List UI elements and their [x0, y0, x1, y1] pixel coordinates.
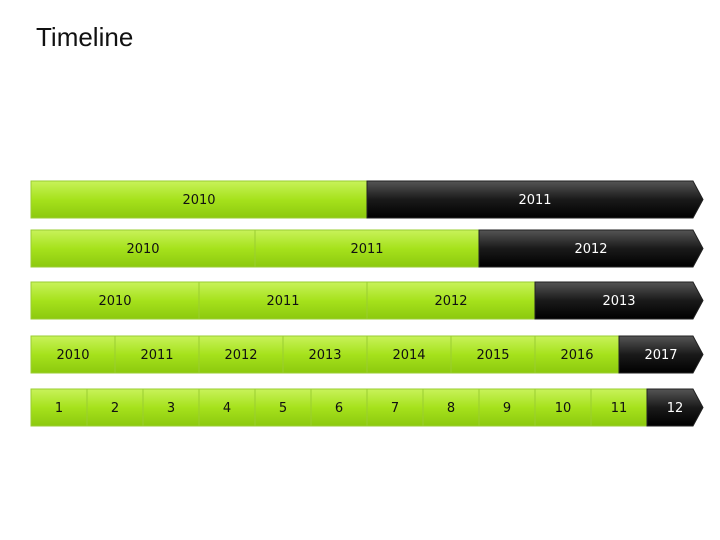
segment-label: 6	[335, 401, 343, 416]
timeline-segment	[142, 388, 200, 427]
timeline-segment	[422, 388, 480, 427]
segment-label: 10	[555, 401, 572, 416]
segment-label: 2011	[350, 242, 383, 257]
timeline-arrow	[618, 335, 704, 374]
timeline-segment	[254, 229, 480, 268]
segment-label: 12	[667, 401, 684, 416]
timeline-segment	[198, 335, 284, 374]
segment-label: 2	[111, 401, 119, 416]
segment-label: 8	[447, 401, 455, 416]
timeline-arrow	[646, 388, 704, 427]
timeline-segment	[366, 388, 424, 427]
segment-label: 2012	[224, 348, 257, 363]
segment-label: 2010	[182, 193, 215, 208]
segment-label: 9	[503, 401, 511, 416]
segment-label: 2014	[392, 348, 425, 363]
segment-label: 11	[611, 401, 628, 416]
segment-label: 2016	[560, 348, 593, 363]
timeline-segment	[30, 335, 116, 374]
timeline-arrow	[366, 180, 704, 219]
segment-label: 2015	[476, 348, 509, 363]
timeline-segment	[478, 388, 536, 427]
segment-label: 2013	[602, 294, 635, 309]
timeline-segment	[310, 388, 368, 427]
timeline-segment	[86, 388, 144, 427]
timeline-segment	[450, 335, 536, 374]
segment-label: 5	[279, 401, 287, 416]
timeline-segment	[366, 335, 452, 374]
segment-label: 3	[167, 401, 175, 416]
timeline-arrow	[534, 281, 704, 320]
timeline-segment	[30, 388, 88, 427]
segment-label: 2011	[266, 294, 299, 309]
timeline-segment	[534, 335, 620, 374]
segment-label: 2011	[140, 348, 173, 363]
timeline-segment	[534, 388, 592, 427]
timeline-segment	[590, 388, 648, 427]
segment-label: 7	[391, 401, 399, 416]
timeline-segment	[30, 281, 200, 320]
timeline-arrow	[478, 229, 704, 268]
segment-label: 2012	[574, 242, 607, 257]
segment-label: 2010	[98, 294, 131, 309]
segment-label: 1	[55, 401, 63, 416]
segment-label: 2010	[56, 348, 89, 363]
segment-label: 2017	[644, 348, 677, 363]
timeline-segment	[254, 388, 312, 427]
segment-label: 2011	[518, 193, 551, 208]
timeline-segment	[198, 281, 368, 320]
timeline-segment	[282, 335, 368, 374]
timeline-segment	[198, 388, 256, 427]
segment-label: 2010	[126, 242, 159, 257]
timeline-segment	[30, 180, 368, 219]
segment-label: 2013	[308, 348, 341, 363]
segment-label: 2012	[434, 294, 467, 309]
segment-label: 4	[223, 401, 231, 416]
slide-title: Timeline	[36, 22, 134, 52]
